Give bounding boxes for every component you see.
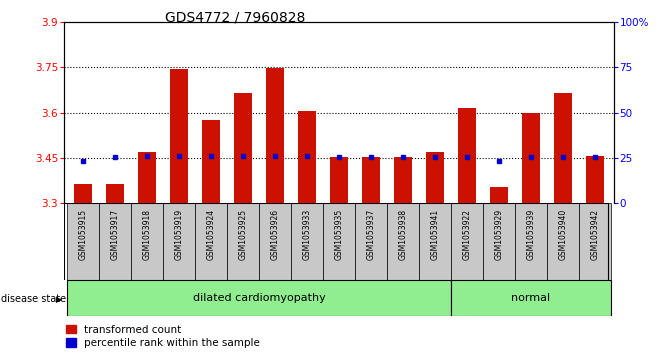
Text: GSM1053933: GSM1053933 — [303, 209, 311, 260]
Bar — [202, 120, 219, 203]
Text: GSM1053929: GSM1053929 — [495, 209, 503, 260]
Bar — [394, 157, 411, 203]
Bar — [163, 203, 195, 280]
Bar — [515, 203, 547, 280]
Legend: transformed count, percentile rank within the sample: transformed count, percentile rank withi… — [66, 325, 260, 348]
Bar — [579, 203, 611, 280]
Text: GSM1053939: GSM1053939 — [526, 209, 535, 260]
Text: GSM1053941: GSM1053941 — [430, 209, 440, 260]
Bar — [234, 93, 252, 203]
Text: GSM1053940: GSM1053940 — [558, 209, 567, 260]
Text: GSM1053935: GSM1053935 — [334, 209, 344, 260]
Bar — [291, 203, 323, 280]
Bar — [586, 156, 604, 203]
Bar — [67, 280, 451, 316]
Bar — [355, 203, 387, 280]
Bar — [138, 152, 156, 203]
Bar — [547, 203, 579, 280]
Bar — [298, 111, 315, 203]
Text: GSM1053938: GSM1053938 — [399, 209, 407, 260]
Bar — [266, 68, 284, 203]
Text: dilated cardiomyopathy: dilated cardiomyopathy — [193, 293, 325, 303]
Bar — [170, 69, 188, 203]
Text: GSM1053924: GSM1053924 — [207, 209, 215, 260]
Text: normal: normal — [511, 293, 550, 303]
Bar — [483, 203, 515, 280]
Bar — [259, 203, 291, 280]
Bar — [99, 203, 131, 280]
Text: GSM1053937: GSM1053937 — [366, 209, 375, 260]
Text: GSM1053922: GSM1053922 — [462, 209, 471, 260]
Bar — [451, 203, 483, 280]
Text: GSM1053917: GSM1053917 — [111, 209, 119, 260]
Bar — [522, 113, 539, 203]
Bar — [74, 184, 92, 203]
Text: disease state: disease state — [1, 294, 66, 305]
Bar — [227, 203, 259, 280]
Bar — [387, 203, 419, 280]
Bar — [131, 203, 163, 280]
Text: GSM1053942: GSM1053942 — [590, 209, 599, 260]
Bar — [67, 203, 99, 280]
Text: ▶: ▶ — [56, 295, 62, 304]
Bar — [106, 184, 123, 203]
Text: GSM1053925: GSM1053925 — [238, 209, 248, 260]
Text: GSM1053915: GSM1053915 — [79, 209, 87, 260]
Text: GSM1053926: GSM1053926 — [270, 209, 279, 260]
Bar — [330, 157, 348, 203]
Text: GSM1053918: GSM1053918 — [142, 209, 152, 260]
Bar — [195, 203, 227, 280]
Bar — [426, 152, 444, 203]
Bar — [458, 108, 476, 203]
Bar — [554, 93, 572, 203]
Text: GDS4772 / 7960828: GDS4772 / 7960828 — [164, 11, 305, 25]
Text: GSM1053919: GSM1053919 — [174, 209, 183, 260]
Bar — [419, 203, 451, 280]
Bar — [362, 157, 380, 203]
Bar — [323, 203, 355, 280]
Bar — [451, 280, 611, 316]
Bar — [490, 187, 507, 203]
